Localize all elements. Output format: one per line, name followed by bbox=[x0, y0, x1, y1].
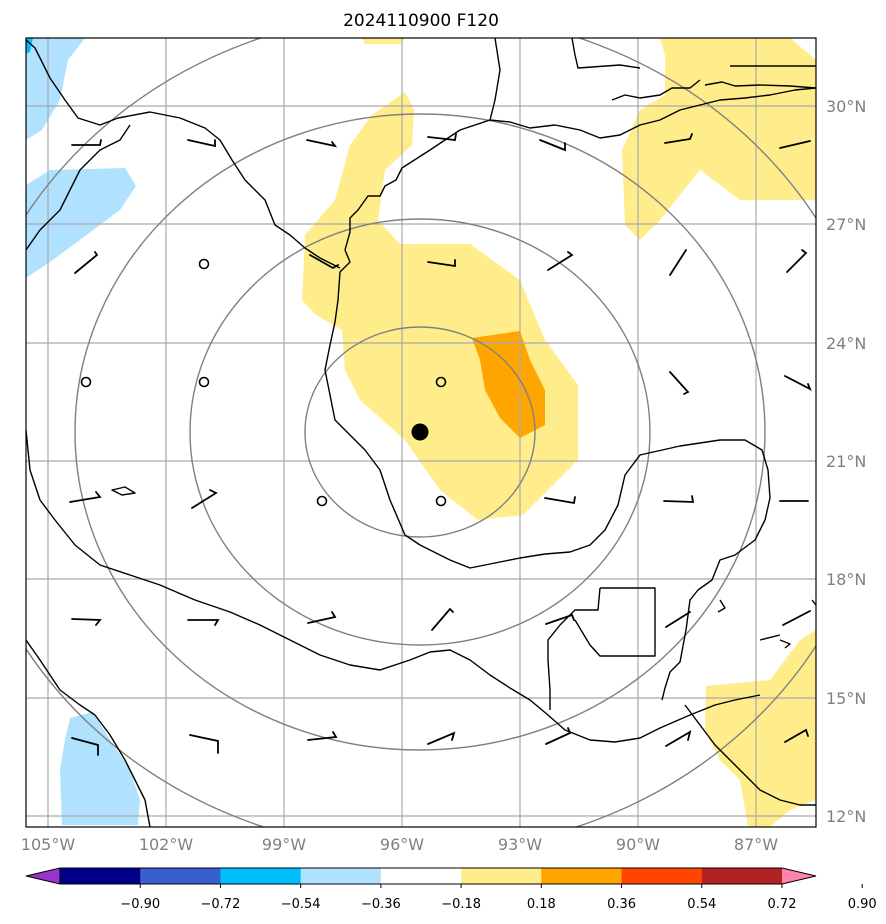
colorbar-segment bbox=[701, 868, 783, 884]
coastlines bbox=[26, 38, 816, 827]
lat-label: 15°N bbox=[826, 689, 866, 708]
colorbar-tick-label: −0.54 bbox=[281, 897, 321, 912]
colorbar-tick-label: 0.36 bbox=[607, 897, 636, 912]
colorbar-labels: −0.90 −0.72 −0.54 −0.36 −0.18 0.18 0.36 0.54 0.7… bbox=[120, 897, 876, 912]
colorbar-tick-label: 0.18 bbox=[527, 897, 556, 912]
colorbar-extend-low bbox=[26, 868, 60, 884]
latitude-labels: 30°N 27°N 24°N 21°N 18°N 15°N 12°N bbox=[826, 97, 866, 826]
colorbar-tick-label: −0.36 bbox=[361, 897, 401, 912]
colorbar-segment bbox=[380, 868, 462, 884]
colorbar-tick-label: 0.54 bbox=[687, 897, 716, 912]
lon-label: 87°W bbox=[734, 835, 778, 854]
colorbar-tick-label: 0.72 bbox=[768, 897, 797, 912]
lat-label: 27°N bbox=[826, 215, 866, 234]
colorbar-segment bbox=[60, 868, 141, 884]
storm-center-marker bbox=[411, 423, 429, 441]
colorbar-segment bbox=[461, 868, 542, 884]
lat-label: 30°N bbox=[826, 97, 866, 116]
colorbar-tick-label: 0.90 bbox=[848, 897, 877, 912]
calm-wind-circles bbox=[80, 258, 447, 507]
colorbar-segments bbox=[26, 868, 816, 884]
colorbar-segment bbox=[541, 868, 623, 884]
colorbar-extend-high bbox=[782, 868, 816, 884]
positive-anomaly-light bbox=[302, 38, 816, 827]
colorbar-tick-label: −0.18 bbox=[441, 897, 481, 912]
colorbar-segment bbox=[140, 868, 221, 884]
lat-label: 12°N bbox=[826, 807, 866, 826]
map-area bbox=[26, 38, 816, 827]
lon-label: 102°W bbox=[139, 835, 194, 854]
lon-label: 96°W bbox=[380, 835, 424, 854]
lat-label: 21°N bbox=[826, 452, 866, 471]
positive-anomaly-medium bbox=[472, 331, 545, 438]
lon-label: 93°W bbox=[498, 835, 542, 854]
wind-barbs bbox=[69, 133, 812, 756]
colorbar-segment bbox=[300, 868, 382, 884]
colorbar-ticks bbox=[139, 884, 863, 888]
colorbar-segment bbox=[220, 868, 302, 884]
colorbar-tick-label: −0.90 bbox=[120, 897, 160, 912]
colorbar-tick-label: −0.72 bbox=[201, 897, 241, 912]
longitude-labels: 105°W 102°W 99°W 96°W 93°W 90°W 87°W bbox=[21, 835, 778, 854]
map-title: 2024110900 F120 bbox=[343, 11, 499, 31]
map-frame bbox=[25, 37, 817, 828]
lon-label: 105°W bbox=[21, 835, 76, 854]
lat-label: 18°N bbox=[826, 570, 866, 589]
range-rings bbox=[26, 38, 816, 827]
graticule bbox=[26, 38, 816, 827]
lat-label: 24°N bbox=[826, 334, 866, 353]
colorbar-segment bbox=[621, 868, 703, 884]
lon-label: 90°W bbox=[616, 835, 660, 854]
lon-label: 99°W bbox=[262, 835, 306, 854]
colorbar: −0.90 −0.72 −0.54 −0.36 −0.18 0.18 0.36 0.54 0.7… bbox=[25, 867, 877, 912]
